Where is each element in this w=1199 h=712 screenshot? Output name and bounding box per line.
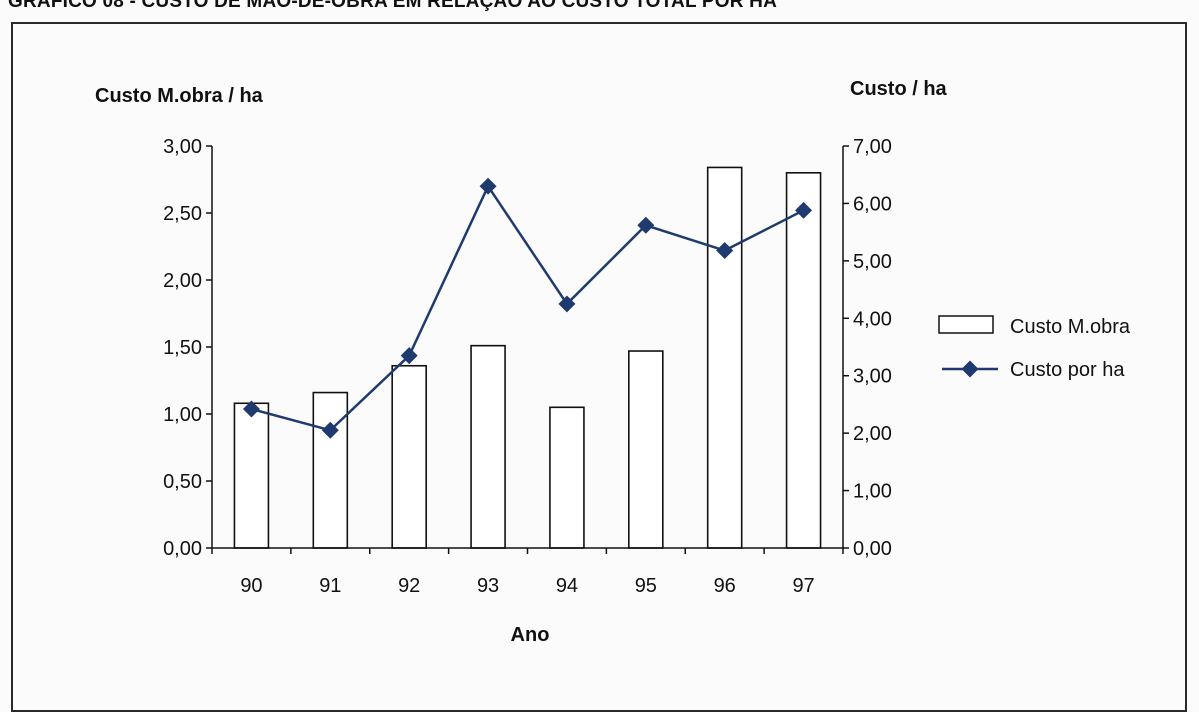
bar: [628, 350, 664, 549]
bar: [785, 172, 822, 549]
right-axis-title: Custo / ha: [850, 78, 948, 100]
legend-bar-swatch: [938, 315, 994, 334]
left-tick-label: 2,00: [163, 270, 202, 292]
chart-svg: Custo M.obra / ha Custo / ha Ano 0,00 0,5…: [95, 78, 1131, 646]
right-tick-label: 6,00: [853, 193, 892, 215]
right-tick-label: 2,00: [853, 423, 892, 445]
bar: [549, 406, 585, 549]
line-marker: [637, 216, 655, 234]
line-marker: [321, 421, 339, 439]
cost-per-ha-line: [251, 183, 805, 432]
line-marker: [400, 347, 418, 365]
legend: Custo M.obra Custo por ha: [938, 315, 1131, 381]
line-marker: [479, 177, 497, 195]
x-tick-label: 96: [714, 575, 736, 597]
left-tick-label: 3,00: [163, 136, 202, 158]
x-tick-label: 97: [792, 575, 814, 597]
legend-label-line: Custo por ha: [1010, 359, 1125, 381]
bar: [391, 364, 427, 549]
x-tick-label: 91: [319, 575, 341, 597]
left-tick-label: 0,00: [163, 538, 202, 560]
left-tick-label: 0,50: [163, 471, 202, 493]
chart-caption-strip: GRÁFICO 08 - CUSTO DE MÃO-DE-OBRA EM REL…: [0, 0, 1199, 24]
bar: [233, 402, 270, 549]
right-tick-label: 7,00: [853, 136, 892, 158]
left-axis-title: Custo M.obra / ha: [95, 85, 264, 107]
x-tick-label: 94: [556, 575, 578, 597]
bar: [470, 344, 506, 549]
x-tick-label: 92: [398, 575, 420, 597]
line-marker: [795, 201, 813, 219]
bar: [706, 166, 743, 549]
left-tick-label: 1,00: [163, 404, 202, 426]
x-axis-title: Ano: [511, 624, 550, 646]
line-marker: [716, 242, 734, 260]
legend-label-bars: Custo M.obra: [1010, 316, 1131, 338]
right-tick-label: 4,00: [853, 308, 892, 330]
chart-caption: GRÁFICO 08 - CUSTO DE MÃO-DE-OBRA EM REL…: [8, 0, 778, 12]
plot-area: 0,00 0,50 1,00 1,50 2,00 2,50 3,00 0,00 1,00 2,00…: [163, 136, 892, 597]
line-marker: [558, 295, 576, 313]
x-tick-label: 90: [240, 575, 262, 597]
legend-marker-icon: [961, 360, 979, 378]
right-tick-label: 3,00: [853, 366, 892, 388]
x-tick-label: 95: [635, 575, 657, 597]
left-tick-label: 1,50: [163, 337, 202, 359]
x-tick-label: 93: [477, 575, 499, 597]
left-tick-label: 2,50: [163, 203, 202, 225]
right-tick-label: 1,00: [853, 481, 892, 503]
right-tick-label: 5,00: [853, 251, 892, 273]
right-tick-label: 0,00: [853, 538, 892, 560]
bar: [312, 391, 349, 549]
line-marker: [242, 400, 260, 418]
